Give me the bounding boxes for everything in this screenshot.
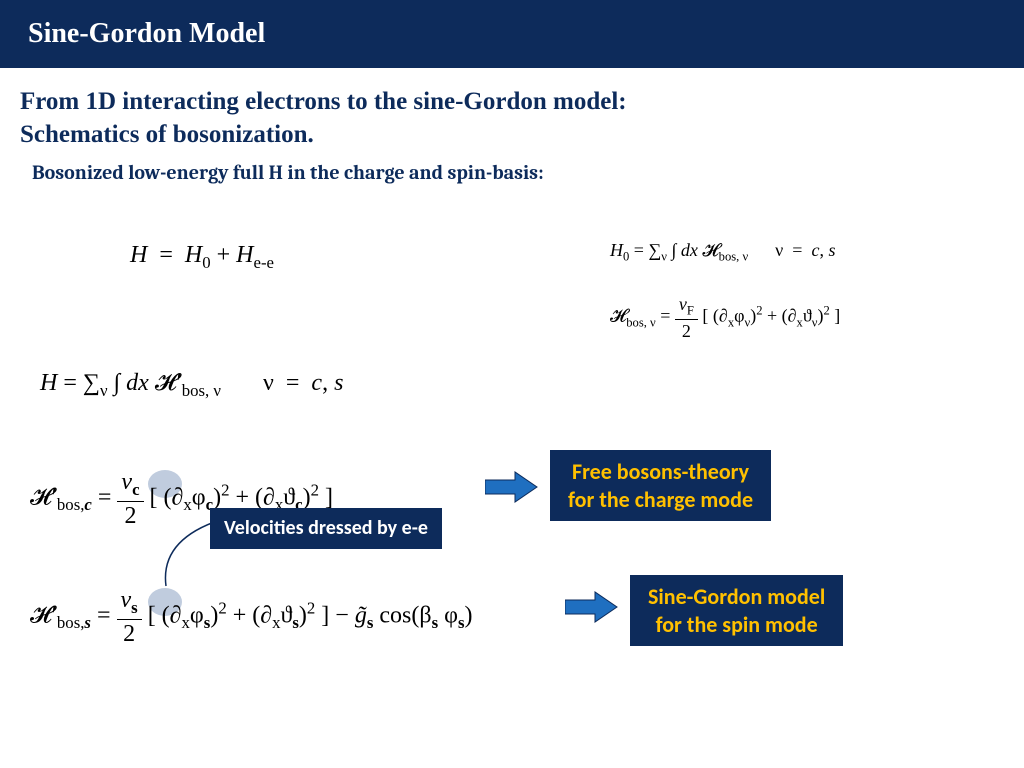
eq-H-full-bos: H = ∑ν ∫ dx 𝓗′bos, ν ν = c, s [40, 370, 343, 401]
eq-Hbos-spin: 𝓗′bos,s = vs2 [ (∂xφs)2 + (∂xϑs)2 ] − g̃… [30, 588, 472, 646]
arrow-right-charge-icon [485, 470, 540, 504]
callout-charge: Free bosons-theory for the charge mode [550, 450, 771, 521]
subtitle-line2: Schematics of bosonization. [20, 121, 314, 148]
callout-velocities: Velocities dressed by e-e [210, 508, 442, 549]
slide-header: Sine-Gordon Model [0, 0, 1024, 68]
subtitle-line1: From 1D interacting electrons to the sin… [20, 88, 627, 115]
eq-H-decomp: H = H0 + He-e [130, 242, 274, 273]
slide-title: Sine-Gordon Model [28, 18, 265, 49]
eq-Hbos-nu: 𝓗bos, ν = vF2 [ (∂xφν)2 + (∂xϑν)2 ] [610, 295, 840, 340]
subtitle: From 1D interacting electrons to the sin… [20, 86, 1004, 151]
eq-H0-sum: H0 = ∑ν ∫ dx 𝓗bos, ν ν = c, s [610, 240, 835, 265]
arrow-right-spin-icon [565, 590, 620, 624]
callout-spin: Sine-Gordon model for the spin mode [630, 575, 843, 646]
sub-sub-title: Bosonized low-energy full H in the charg… [32, 161, 1004, 184]
